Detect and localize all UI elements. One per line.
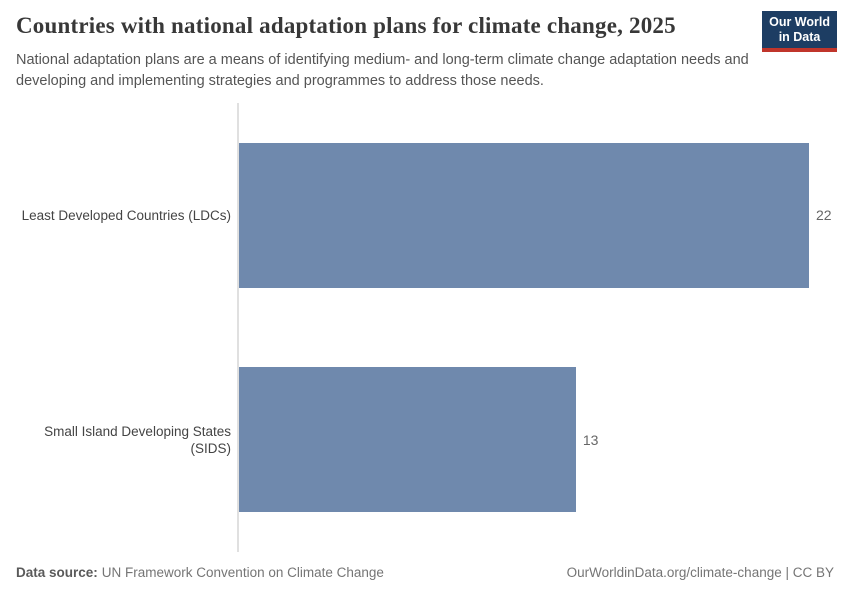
footer-citation-link[interactable]: OurWorldinData.org/climate-change | CC B… [566, 565, 834, 580]
bar-row: Small Island Developing States (SIDS) 13 [0, 328, 850, 553]
value-label: 22 [816, 207, 832, 224]
bar-row: Least Developed Countries (LDCs) 22 [0, 103, 850, 328]
data-source-value: UN Framework Convention on Climate Chang… [101, 565, 384, 580]
category-label: Small Island Developing States (SIDS) [44, 423, 231, 456]
owid-logo-line1: Our World [769, 15, 830, 29]
owid-logo[interactable]: Our World in Data [762, 11, 837, 52]
owid-logo-line2: in Data [778, 30, 821, 44]
bar-zone: 22 [239, 142, 850, 288]
category-label: Least Developed Countries (LDCs) [21, 207, 231, 223]
chart-title: Countries with national adaptation plans… [16, 13, 676, 38]
bar-zone: 13 [239, 367, 850, 513]
chart-subtitle: National adaptation plans are a means of… [16, 52, 749, 89]
value-label: 13 [582, 431, 599, 448]
bar[interactable] [239, 367, 576, 513]
bar[interactable] [239, 142, 809, 288]
bar-rows: Least Developed Countries (LDCs) 22 Small … [0, 103, 850, 552]
y-axis-line [237, 103, 239, 552]
bar-chart: Least Developed Countries (LDCs) 22 Small … [0, 103, 850, 552]
chart-footer: Data source: UN Framework Convention on C… [16, 565, 834, 580]
data-source-label: Data source: [16, 565, 98, 580]
data-source: Data source: UN Framework Convention on C… [16, 565, 384, 580]
